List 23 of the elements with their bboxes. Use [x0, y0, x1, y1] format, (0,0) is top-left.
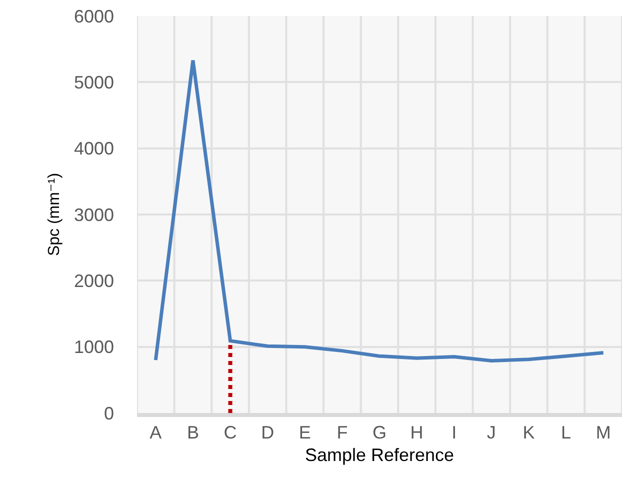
x-tick-label: K [522, 422, 535, 443]
x-tick-label: E [298, 422, 311, 443]
x-tick-label: C [224, 422, 237, 443]
x-tick-label: G [372, 422, 387, 443]
x-tick-label: B [186, 422, 199, 443]
y-axis-title: Spc (mm⁻¹) [46, 172, 63, 256]
x-tick-label: J [486, 422, 496, 443]
x-tick-label: M [596, 422, 611, 443]
y-tick-label: 5000 [74, 72, 114, 92]
x-axis-title: Sample Reference [304, 445, 454, 466]
x-tick-label: H [410, 422, 424, 443]
line-series [154, 58, 606, 362]
x-tick-label: I [452, 422, 457, 443]
x-tick-label: L [561, 422, 572, 443]
y-tick-label: 1000 [74, 337, 114, 358]
y-tick-label: 2000 [74, 270, 114, 291]
y-tick-label: 0 [104, 403, 114, 424]
x-tick-label: F [336, 422, 348, 443]
y-tick-label: 4000 [74, 138, 114, 159]
x-tick-label: D [261, 422, 274, 443]
y-tick-label: 3000 [74, 204, 114, 225]
x-tick-label: A [150, 422, 162, 443]
y-tick-label: 6000 [74, 6, 114, 26]
